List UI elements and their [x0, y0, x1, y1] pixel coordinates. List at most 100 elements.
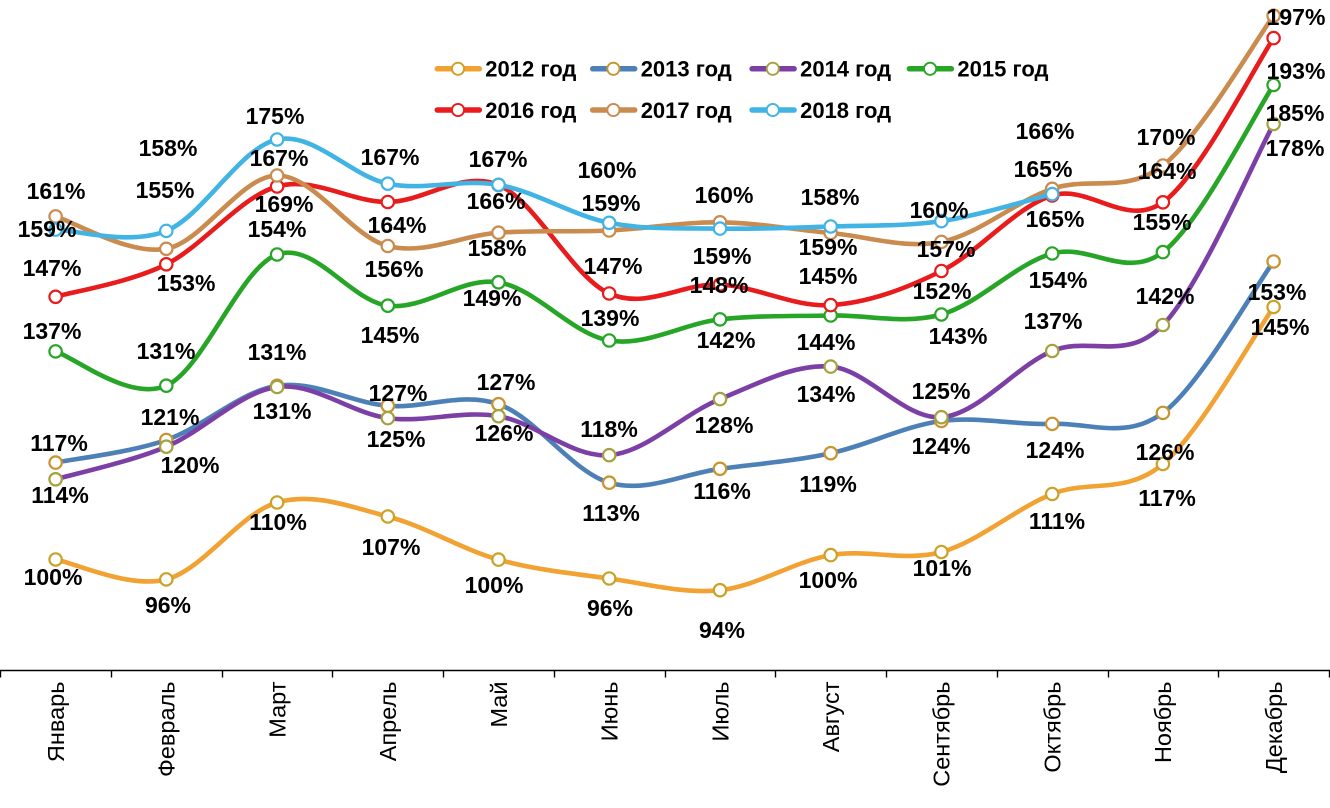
- svg-text:175%: 175%: [246, 103, 305, 129]
- svg-text:2012 год: 2012 год: [485, 57, 576, 82]
- svg-text:166%: 166%: [467, 188, 526, 214]
- svg-text:116%: 116%: [693, 478, 751, 504]
- svg-text:100%: 100%: [24, 564, 83, 590]
- svg-text:2013 год: 2013 год: [641, 57, 732, 82]
- svg-text:134%: 134%: [797, 381, 856, 407]
- svg-text:161%: 161%: [27, 178, 86, 204]
- svg-text:Май: Май: [486, 682, 512, 728]
- svg-text:Апрель: Апрель: [375, 682, 401, 762]
- svg-text:118%: 118%: [580, 416, 638, 442]
- svg-text:167%: 167%: [361, 144, 420, 170]
- svg-text:166%: 166%: [1016, 118, 1075, 144]
- svg-text:117%: 117%: [30, 430, 88, 456]
- svg-text:94%: 94%: [699, 617, 745, 643]
- svg-text:197%: 197%: [1267, 4, 1326, 30]
- svg-text:114%: 114%: [31, 482, 89, 508]
- svg-text:154%: 154%: [1029, 267, 1088, 293]
- svg-text:165%: 165%: [1014, 156, 1073, 182]
- svg-text:193%: 193%: [1267, 58, 1326, 84]
- svg-text:Март: Март: [264, 681, 290, 737]
- svg-text:96%: 96%: [145, 592, 191, 618]
- svg-text:126%: 126%: [475, 420, 534, 446]
- svg-text:145%: 145%: [1251, 314, 1310, 340]
- svg-text:131%: 131%: [137, 338, 196, 364]
- svg-text:125%: 125%: [912, 378, 971, 404]
- svg-text:142%: 142%: [697, 327, 756, 353]
- svg-text:121%: 121%: [141, 404, 200, 430]
- svg-text:160%: 160%: [910, 197, 969, 223]
- svg-text:Октябрь: Октябрь: [1040, 682, 1066, 773]
- svg-text:Февраль: Февраль: [154, 682, 180, 778]
- svg-text:167%: 167%: [469, 146, 528, 172]
- svg-text:158%: 158%: [801, 184, 860, 210]
- svg-text:Июнь: Июнь: [597, 682, 623, 742]
- svg-text:170%: 170%: [1137, 124, 1196, 150]
- svg-text:Август: Август: [818, 681, 844, 752]
- svg-text:2015 год: 2015 год: [957, 57, 1048, 82]
- svg-text:155%: 155%: [1133, 209, 1192, 235]
- svg-text:120%: 120%: [161, 452, 220, 478]
- svg-text:159%: 159%: [18, 216, 77, 242]
- svg-text:152%: 152%: [913, 278, 972, 304]
- svg-text:185%: 185%: [1266, 100, 1325, 126]
- svg-text:178%: 178%: [1266, 135, 1325, 161]
- svg-text:119%: 119%: [799, 471, 857, 497]
- svg-text:131%: 131%: [253, 398, 312, 424]
- svg-text:100%: 100%: [799, 567, 858, 593]
- svg-text:144%: 144%: [797, 329, 856, 355]
- svg-text:145%: 145%: [361, 322, 420, 348]
- svg-text:Июль: Июль: [707, 682, 733, 742]
- svg-text:167%: 167%: [250, 145, 309, 171]
- svg-text:137%: 137%: [1024, 308, 1083, 334]
- svg-text:Сентябрь: Сентябрь: [929, 682, 955, 787]
- svg-text:158%: 158%: [139, 135, 198, 161]
- svg-text:128%: 128%: [695, 412, 754, 438]
- svg-text:158%: 158%: [468, 235, 527, 261]
- svg-text:165%: 165%: [1026, 206, 1085, 232]
- svg-text:111%: 111%: [1029, 508, 1085, 534]
- svg-text:110%: 110%: [249, 509, 307, 535]
- svg-text:143%: 143%: [929, 323, 988, 349]
- svg-text:131%: 131%: [248, 339, 307, 365]
- svg-text:159%: 159%: [693, 243, 752, 269]
- svg-text:157%: 157%: [917, 236, 976, 262]
- svg-text:159%: 159%: [582, 190, 641, 216]
- svg-text:2014 год: 2014 год: [800, 57, 891, 82]
- svg-text:139%: 139%: [581, 305, 640, 331]
- svg-text:148%: 148%: [690, 272, 749, 298]
- svg-text:145%: 145%: [799, 263, 858, 289]
- svg-text:2016 год: 2016 год: [485, 98, 576, 123]
- svg-text:113%: 113%: [582, 500, 640, 526]
- svg-text:125%: 125%: [367, 426, 426, 452]
- svg-text:124%: 124%: [912, 433, 971, 459]
- svg-text:107%: 107%: [362, 534, 421, 560]
- svg-text:127%: 127%: [369, 380, 428, 406]
- svg-text:Январь: Январь: [43, 682, 69, 763]
- svg-text:153%: 153%: [157, 270, 216, 296]
- svg-text:Декабрь: Декабрь: [1261, 682, 1287, 774]
- svg-text:142%: 142%: [1136, 283, 1195, 309]
- svg-text:159%: 159%: [799, 234, 858, 260]
- svg-text:137%: 137%: [23, 318, 82, 344]
- svg-text:169%: 169%: [255, 191, 314, 217]
- svg-text:160%: 160%: [695, 182, 754, 208]
- svg-text:96%: 96%: [587, 595, 633, 621]
- svg-text:164%: 164%: [368, 212, 427, 238]
- svg-text:126%: 126%: [1136, 439, 1195, 465]
- svg-text:164%: 164%: [1138, 158, 1197, 184]
- svg-text:Ноябрь: Ноябрь: [1150, 682, 1176, 764]
- svg-text:100%: 100%: [465, 572, 524, 598]
- svg-text:147%: 147%: [584, 253, 643, 279]
- svg-text:160%: 160%: [578, 157, 637, 183]
- svg-text:153%: 153%: [1248, 279, 1307, 305]
- svg-text:147%: 147%: [23, 255, 82, 281]
- svg-text:117%: 117%: [1138, 485, 1196, 511]
- svg-text:2018 год: 2018 год: [800, 98, 891, 123]
- svg-text:156%: 156%: [365, 256, 424, 282]
- svg-text:124%: 124%: [1026, 437, 1085, 463]
- svg-text:101%: 101%: [913, 555, 972, 581]
- svg-text:127%: 127%: [477, 369, 536, 395]
- svg-text:2017 год: 2017 год: [641, 98, 732, 123]
- svg-text:154%: 154%: [248, 216, 307, 242]
- svg-text:155%: 155%: [136, 177, 195, 203]
